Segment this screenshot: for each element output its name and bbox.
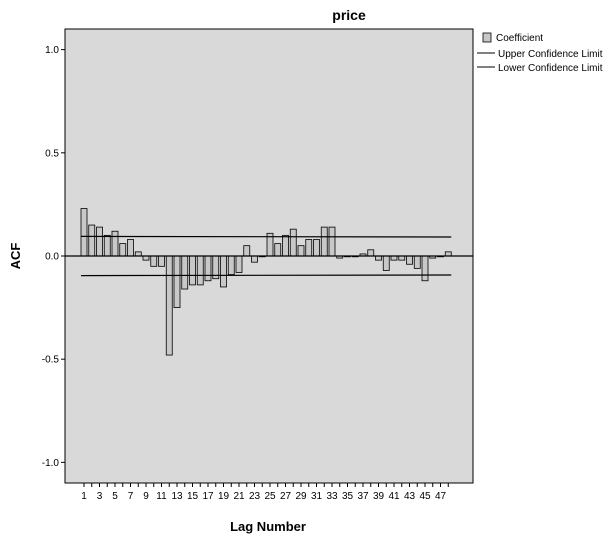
acf-bar [173,255,181,308]
acf-bar [251,255,258,263]
acf-bar [274,243,282,257]
acf-bar [142,255,150,261]
acf-bar [181,255,189,290]
acf-bar [220,255,227,288]
acf-bar [204,255,212,282]
y-tick-label: 1.0 [45,45,59,56]
acf-bar [158,255,165,267]
acf-bar [320,226,328,257]
acf-bar [165,255,173,356]
legend-swatch-coefficient [482,32,492,43]
x-tick-label: 1 [81,491,87,502]
x-tick-label: 19 [218,491,230,502]
x-tick-label: 3 [97,491,103,502]
axes-layer: 1.00.50.0-0.5-1.01 3 5 7 9 11 13 15 17 19 21 23 25 27… [42,45,449,502]
acf-bar [96,226,103,257]
legend: Coefficient Upper Confidence Limit Lower… [477,32,603,74]
acf-bar [382,255,390,271]
x-tick-label: 47 [435,491,447,502]
acf-bar [375,255,382,261]
acf-bar [413,255,421,269]
lower-confidence-line [80,274,452,277]
acf-bar [406,255,413,265]
confidence-lines-layer [65,235,473,277]
legend-label-lower: Lower Confidence Limit [498,63,603,74]
acf-bar [305,239,313,257]
acf-bar [289,228,297,257]
acf-bar [313,239,320,257]
acf-bar [243,245,251,257]
x-tick-label: 5 [112,491,118,502]
x-tick-label: 15 [187,491,199,502]
x-tick-label: 9 [143,491,149,502]
acf-bar [150,255,158,267]
x-tick-label: 33 [326,491,338,502]
acf-bar [367,249,375,257]
acf-bar [282,234,289,257]
y-tick-label: 0.0 [45,252,59,263]
x-tick-label: 21 [233,491,245,502]
x-tick-label: 27 [280,491,292,502]
acf-bar [103,234,111,257]
y-axis-title: ACF [8,243,23,270]
acf-bar [421,255,429,282]
acf-bar [398,255,406,261]
x-tick-label: 31 [311,491,323,502]
x-tick-label: 35 [342,491,354,502]
acf-bar [88,224,96,257]
acf-bar [134,251,142,257]
acf-bar [390,255,398,261]
x-tick-label: 29 [295,491,307,502]
acf-bar [297,245,305,257]
chart-title: price [332,7,366,23]
acf-bar [189,255,196,286]
x-tick-label: 41 [388,491,400,502]
x-tick-label: 45 [419,491,431,502]
y-tick-label: 0.5 [45,148,59,159]
x-tick-label: 25 [264,491,276,502]
acf-bar [444,251,452,257]
x-tick-label: 7 [128,491,134,502]
acf-bar [111,230,119,257]
x-tick-label: 13 [171,491,183,502]
x-axis-title: Lag Number [230,519,306,534]
x-tick-label: 11 [156,491,167,502]
legend-label-coefficient: Coefficient [496,33,543,44]
acf-bar [196,255,204,286]
x-tick-label: 43 [404,491,416,502]
acf-bar [227,255,235,275]
x-tick-label: 37 [357,491,369,502]
acf-bar [328,226,336,257]
acf-bar [119,243,127,257]
y-tick-label: -1.0 [42,458,60,469]
acf-bar [235,255,243,273]
y-tick-label: -0.5 [42,355,60,366]
x-tick-label: 39 [373,491,385,502]
legend-label-upper: Upper Confidence Limit [498,49,603,60]
acf-bar [80,208,88,257]
x-tick-label: 17 [202,491,214,502]
upper-confidence-line [80,235,452,238]
acf-bar [127,239,134,257]
x-tick-label: 23 [249,491,261,502]
